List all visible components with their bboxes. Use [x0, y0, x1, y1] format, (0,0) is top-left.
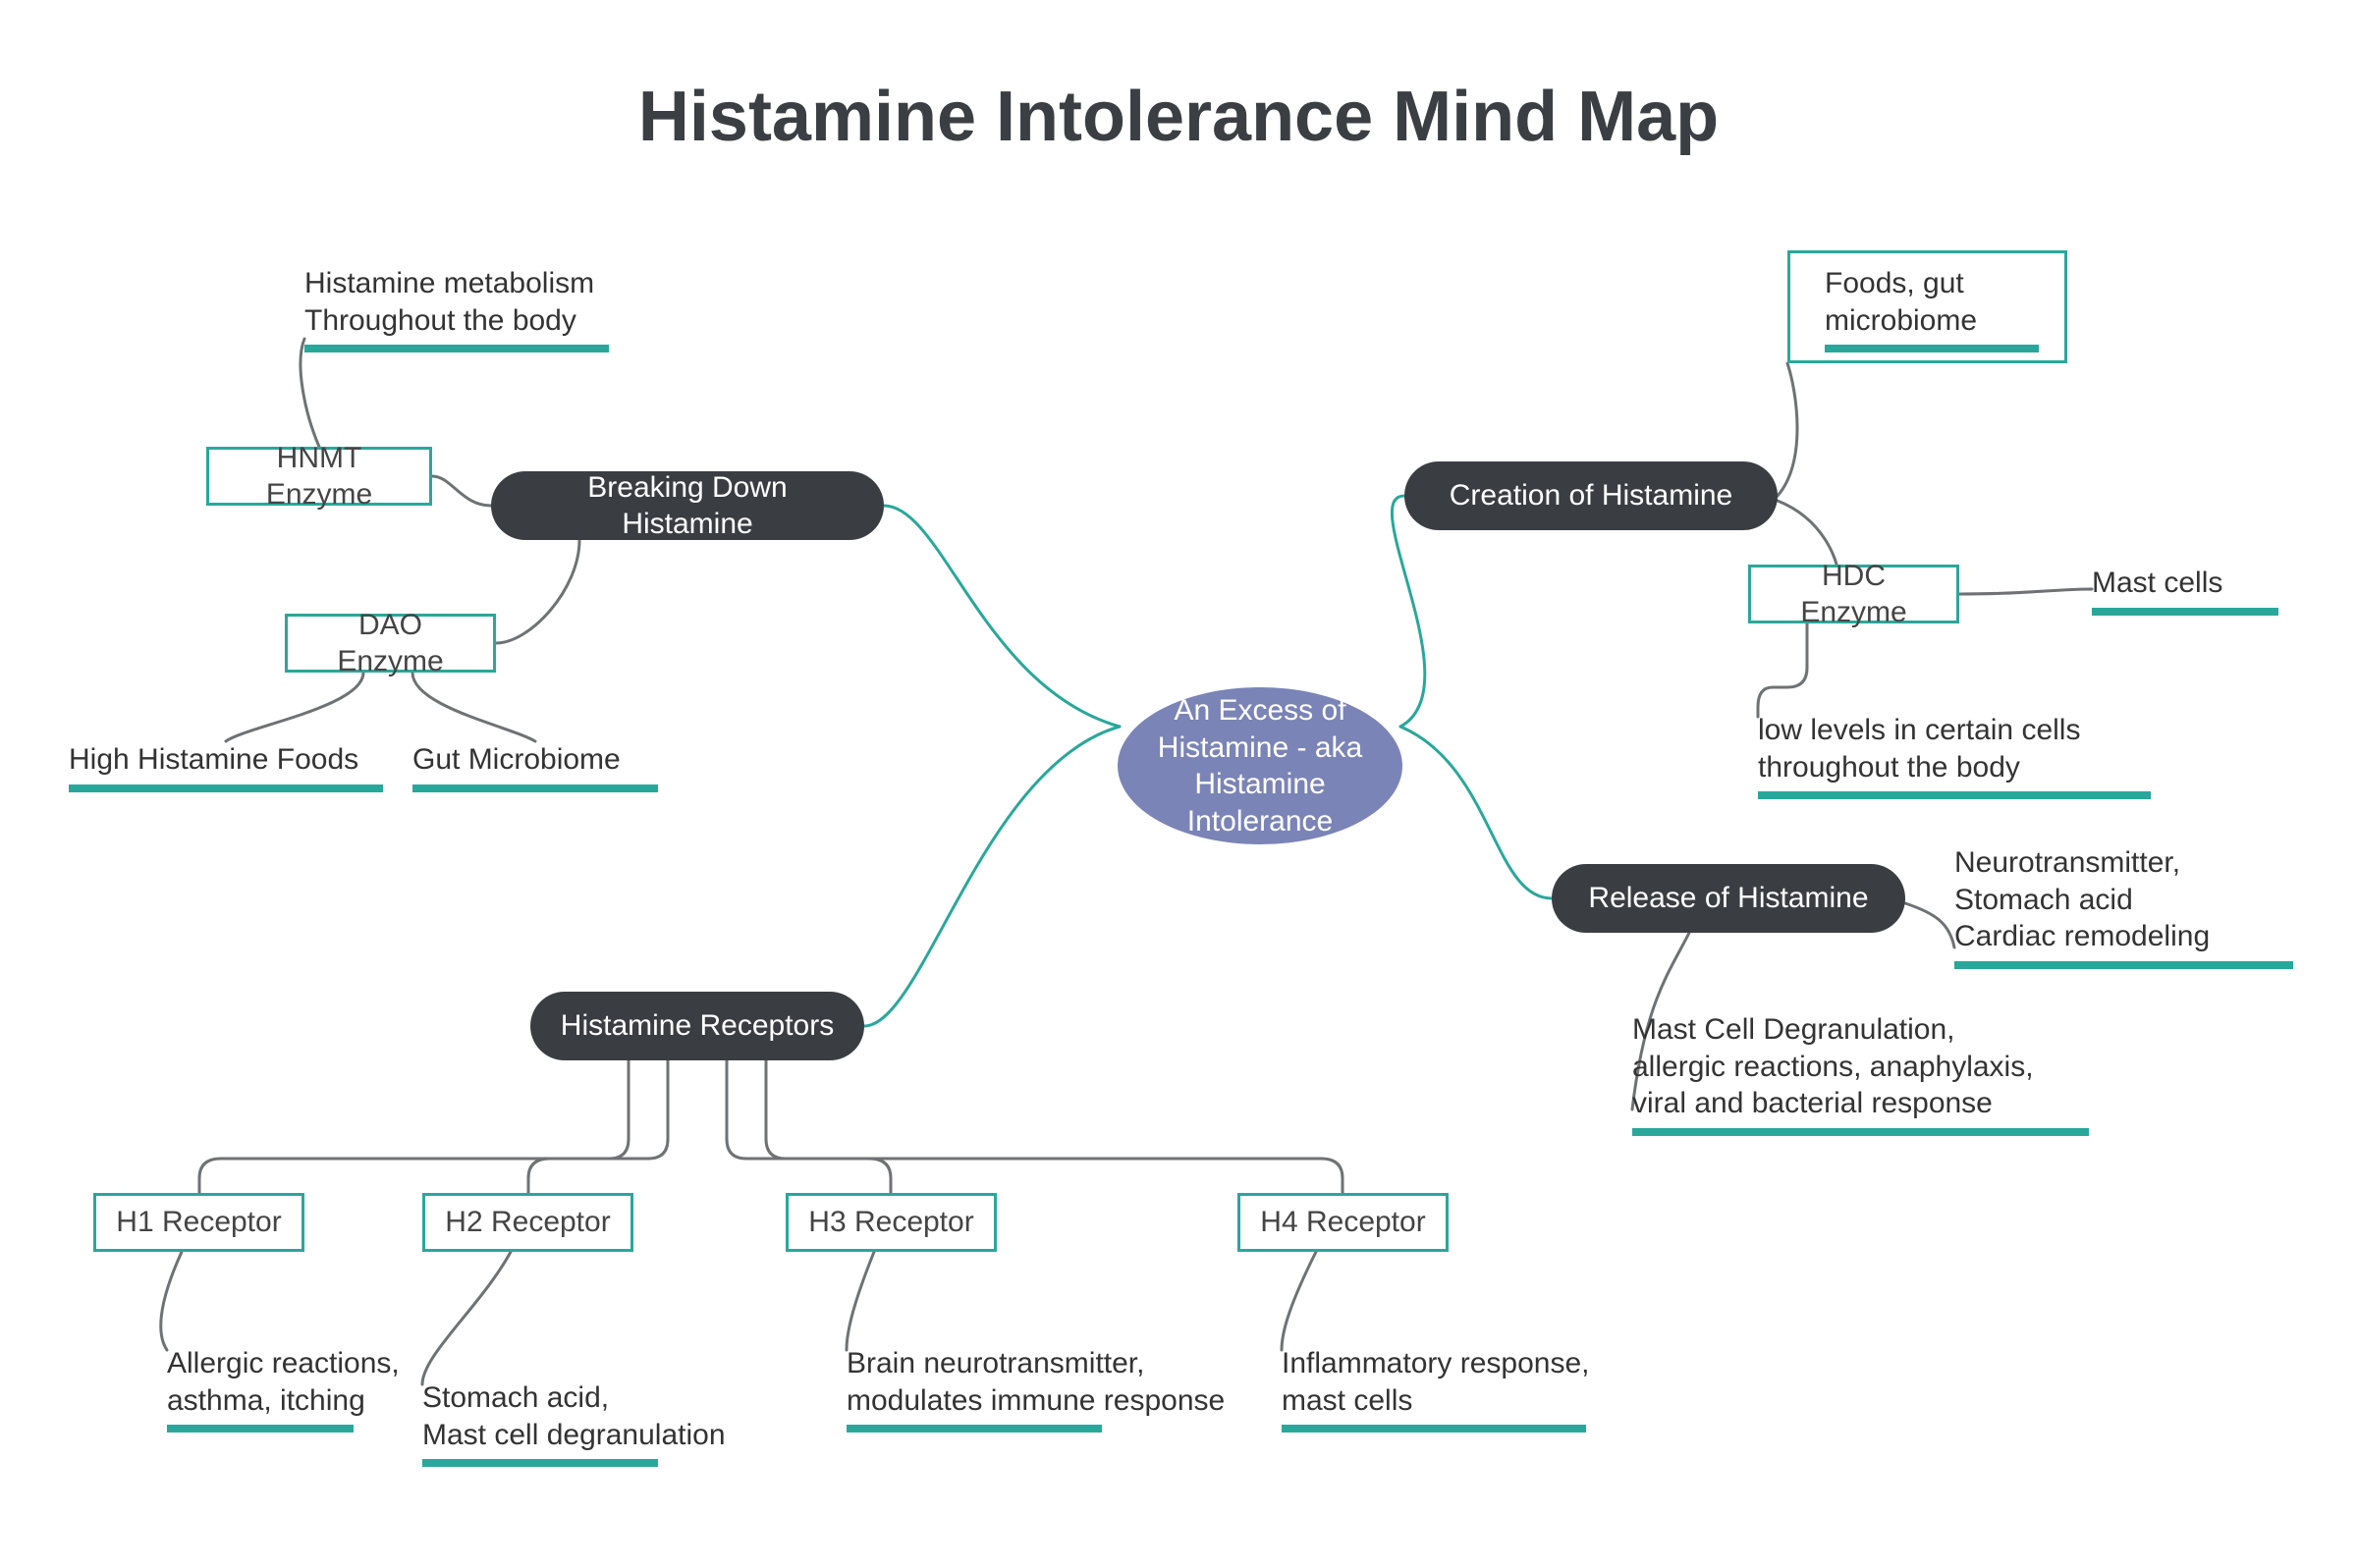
rect-h2: H2 Receptor — [422, 1193, 633, 1252]
branch-breaking: Breaking Down Histamine — [491, 471, 884, 540]
leaf-underline — [422, 1459, 658, 1467]
branch-creation: Creation of Histamine — [1404, 461, 1778, 530]
rect-hnmt: HNMT Enzyme — [206, 447, 432, 506]
leaf-underline — [304, 345, 609, 352]
leaf-underline — [167, 1425, 354, 1433]
leaf-text: Gut Microbiome — [412, 741, 668, 779]
leaf-text: Mast Cell Degranulation, allergic reacti… — [1632, 1011, 2104, 1122]
leaf-text: Mast cells — [2092, 565, 2288, 602]
center-node: An Excess of Histamine - aka Histamine I… — [1118, 687, 1402, 844]
leaf-l_hnmt: Histamine metabolism Throughout the body — [304, 265, 648, 352]
leaf-text: Histamine metabolism Throughout the body — [304, 265, 648, 339]
leaf-underline — [69, 784, 383, 792]
leaf-l_neuro: Neurotransmitter, Stomach acid Cardiac r… — [1954, 844, 2308, 969]
rect-dao: DAO Enzyme — [285, 614, 496, 673]
leaf-text: Neurotransmitter, Stomach acid Cardiac r… — [1954, 844, 2308, 955]
leaf-l_h2d: Stomach acid, Mast cell degranulation — [422, 1379, 776, 1467]
leaf-text: Stomach acid, Mast cell degranulation — [422, 1379, 776, 1453]
branch-receptors: Histamine Receptors — [530, 992, 864, 1060]
leaf-underline — [847, 1425, 1102, 1433]
mindmap-canvas: Histamine Intolerance Mind Map An Excess… — [0, 0, 2357, 1568]
leaf-text: High Histamine Foods — [69, 741, 393, 779]
page-title: Histamine Intolerance Mind Map — [0, 73, 2357, 161]
rect-h4: H4 Receptor — [1237, 1193, 1449, 1252]
leaf-l_mast: Mast cells — [2092, 565, 2288, 616]
leaf-text: low levels in certain cells throughout t… — [1758, 712, 2161, 785]
rect-hdc: HDC Enzyme — [1748, 565, 1959, 623]
leaf-underline — [1954, 961, 2293, 969]
leaf-l_h3d: Brain neurotransmitter, modulates immune… — [847, 1345, 1269, 1433]
leaf-text: Allergic reactions, asthma, itching — [167, 1345, 452, 1419]
leaf-underline — [1632, 1128, 2089, 1136]
branch-release: Release of Histamine — [1552, 864, 1905, 933]
leaf-underline — [412, 784, 658, 792]
leaf-underline — [1758, 791, 2151, 799]
leaf-text: Brain neurotransmitter, modulates immune… — [847, 1345, 1269, 1419]
leaf-l_degran: Mast Cell Degranulation, allergic reacti… — [1632, 1011, 2104, 1136]
leaf-text: Inflammatory response, mast cells — [1282, 1345, 1635, 1419]
leaf-underline — [1282, 1425, 1586, 1433]
leaf-l_foods: Foods, gut microbiome — [1825, 265, 2041, 352]
leaf-l_gut: Gut Microbiome — [412, 741, 668, 792]
leaf-l_hhf: High Histamine Foods — [69, 741, 393, 792]
leaf-l_h1d: Allergic reactions, asthma, itching — [167, 1345, 452, 1433]
rect-h1: H1 Receptor — [93, 1193, 304, 1252]
leaf-text: Foods, gut microbiome — [1825, 265, 2041, 339]
rect-h3: H3 Receptor — [786, 1193, 997, 1252]
leaf-l_h4d: Inflammatory response, mast cells — [1282, 1345, 1635, 1433]
leaf-underline — [2092, 608, 2278, 616]
leaf-underline — [1825, 345, 2039, 352]
leaf-l_low: low levels in certain cells throughout t… — [1758, 712, 2161, 799]
